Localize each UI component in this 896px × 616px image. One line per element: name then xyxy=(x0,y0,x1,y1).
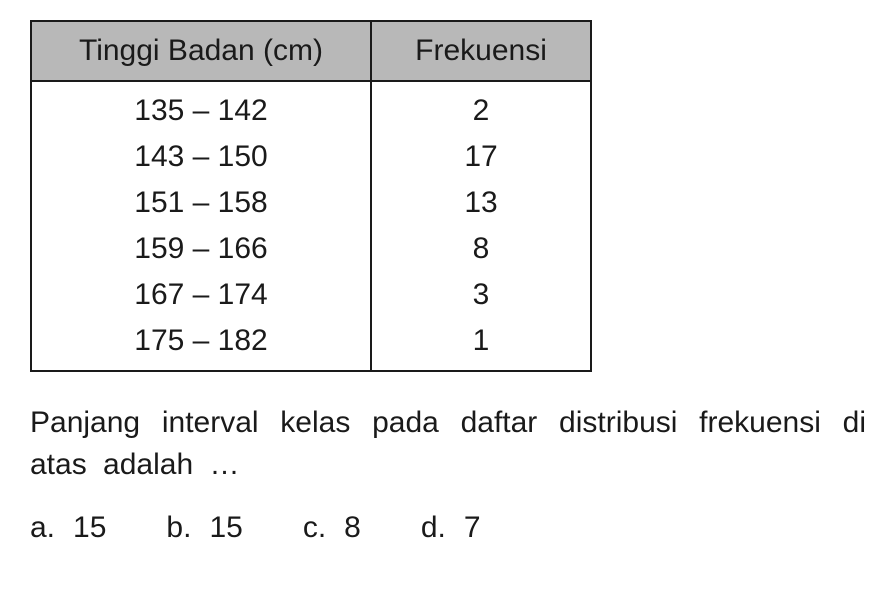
cell-freq: 3 xyxy=(371,272,591,318)
table-row: 143 – 150 17 xyxy=(31,134,591,180)
question-text: Panjang interval kelas pada daftar distr… xyxy=(30,402,866,486)
option-value: 15 xyxy=(73,511,106,545)
option-label: b. xyxy=(166,511,191,545)
table-row: 151 – 158 13 xyxy=(31,180,591,226)
header-tinggi-badan: Tinggi Badan (cm) xyxy=(31,21,371,81)
option-value: 8 xyxy=(344,511,361,545)
table-row: 175 – 182 1 xyxy=(31,318,591,371)
cell-range: 159 – 166 xyxy=(31,226,371,272)
cell-freq: 2 xyxy=(371,81,591,134)
option-label: a. xyxy=(30,511,55,545)
option-label: d. xyxy=(421,511,446,545)
option-d: d. 7 xyxy=(421,511,481,545)
cell-range: 167 – 174 xyxy=(31,272,371,318)
answer-options: a. 15 b. 15 c. 8 d. 7 xyxy=(30,511,866,545)
cell-range: 143 – 150 xyxy=(31,134,371,180)
table-row: 135 – 142 2 xyxy=(31,81,591,134)
cell-range: 151 – 158 xyxy=(31,180,371,226)
frequency-distribution-table: Tinggi Badan (cm) Frekuensi 135 – 142 2 … xyxy=(30,20,592,372)
cell-freq: 17 xyxy=(371,134,591,180)
option-a: a. 15 xyxy=(30,511,106,545)
option-c: c. 8 xyxy=(303,511,361,545)
cell-range: 175 – 182 xyxy=(31,318,371,371)
cell-freq: 1 xyxy=(371,318,591,371)
table-row: 159 – 166 8 xyxy=(31,226,591,272)
header-frekuensi: Frekuensi xyxy=(371,21,591,81)
cell-freq: 8 xyxy=(371,226,591,272)
option-value: 7 xyxy=(464,511,481,545)
option-value: 15 xyxy=(209,511,242,545)
option-label: c. xyxy=(303,511,326,545)
content-container: Tinggi Badan (cm) Frekuensi 135 – 142 2 … xyxy=(30,20,866,545)
cell-range: 135 – 142 xyxy=(31,81,371,134)
table-row: 167 – 174 3 xyxy=(31,272,591,318)
cell-freq: 13 xyxy=(371,180,591,226)
option-b: b. 15 xyxy=(166,511,242,545)
table-header-row: Tinggi Badan (cm) Frekuensi xyxy=(31,21,591,81)
